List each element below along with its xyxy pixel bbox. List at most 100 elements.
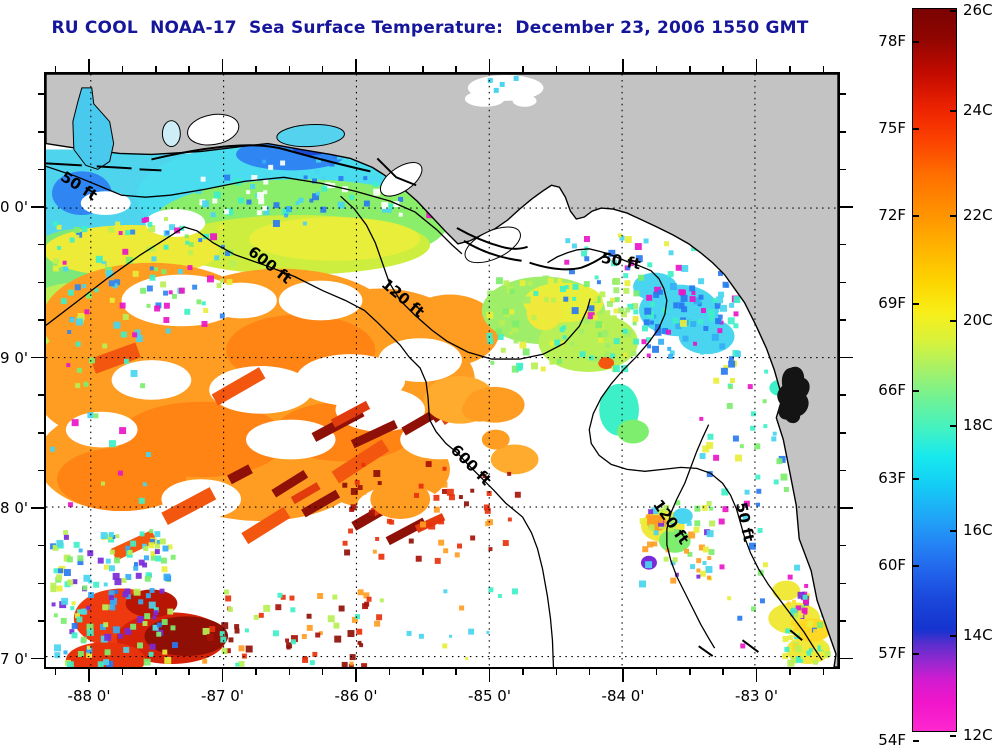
sst-speckle — [81, 608, 88, 615]
sst-speckle — [220, 636, 227, 643]
sst-speckle — [125, 230, 131, 236]
sst-speckle — [163, 317, 170, 324]
sst-speckle — [740, 643, 746, 649]
sst-speckle — [71, 601, 76, 606]
sst-speckle — [238, 660, 245, 667]
sst-speckle — [127, 549, 133, 555]
sst-speckle — [125, 545, 131, 551]
sst-speckle — [121, 577, 127, 583]
sst-speckle — [531, 315, 537, 321]
sst-speckle — [702, 445, 710, 453]
sst-speckle — [113, 321, 121, 329]
axis-tick — [255, 669, 257, 675]
sst-speckle — [125, 256, 133, 264]
axis-tick — [840, 657, 853, 660]
sst-speckle — [115, 221, 121, 227]
sst-speckle — [163, 573, 171, 581]
sst-speckle — [263, 208, 270, 215]
sst-speckle — [108, 440, 116, 448]
sst-speckle — [739, 444, 744, 449]
sst-speckle — [715, 318, 722, 325]
axis-tick — [221, 669, 224, 682]
sst-speckle — [202, 200, 210, 208]
sst-speckle — [571, 307, 579, 315]
sst-speckle — [141, 217, 147, 223]
sst-speckle — [787, 574, 793, 580]
axis-tick — [522, 669, 524, 675]
axis-tick — [840, 319, 846, 321]
sst-speckle — [285, 638, 290, 643]
sst-speckle — [165, 230, 170, 235]
sst-speckle — [56, 224, 62, 230]
sst-speckle — [317, 592, 324, 599]
sst-speckle — [101, 481, 106, 486]
sst-speckle — [669, 282, 677, 290]
axis-tick — [840, 356, 853, 359]
sst-speckle — [791, 606, 796, 610]
sst-speckle — [533, 290, 539, 296]
sst-speckle — [73, 226, 80, 233]
sst-speckle — [418, 633, 424, 639]
sst-speckle — [540, 366, 546, 372]
sst-speckle — [227, 607, 233, 612]
colorbar-tick — [950, 10, 956, 12]
sst-speckle — [112, 572, 120, 580]
sst-speckle — [333, 622, 340, 629]
sst-speckle — [302, 221, 307, 226]
sst-speckle — [309, 198, 314, 203]
sst-region — [461, 397, 498, 422]
sst-speckle — [549, 340, 555, 346]
sst-speckle — [646, 294, 653, 301]
sst-speckle — [624, 280, 631, 287]
sst-speckle — [592, 315, 598, 321]
sst-speckle — [75, 383, 81, 389]
barrier-island — [698, 645, 714, 657]
sst-speckle — [670, 577, 677, 584]
sst-speckle — [389, 519, 395, 525]
sst-speckle — [66, 556, 73, 563]
sst-speckle — [764, 369, 769, 374]
sst-speckle — [647, 514, 655, 522]
sst-speckle — [103, 659, 110, 666]
sst-speckle — [280, 594, 286, 600]
sst-speckle — [668, 354, 674, 359]
sst-speckle — [696, 568, 701, 573]
colorbar-celsius-label: 18C — [963, 416, 992, 434]
sst-region — [271, 469, 309, 498]
axis-tick — [31, 356, 44, 359]
sst-speckle — [500, 347, 506, 353]
sst-speckle — [258, 612, 264, 618]
sst-region — [56, 447, 187, 512]
axis-tick — [840, 93, 846, 95]
sst-speckle — [682, 335, 689, 342]
sst-speckle — [301, 634, 307, 639]
sst-speckle — [785, 628, 791, 634]
sst-speckle — [795, 655, 803, 663]
depth-contour-c50_east — [547, 248, 823, 661]
sst-speckle — [224, 209, 229, 215]
sst-speckle — [76, 231, 83, 238]
sst-speckle — [502, 308, 509, 315]
lon-axis-label: -86 0' — [334, 687, 378, 705]
sst-speckle — [605, 343, 611, 349]
sst-speckle — [728, 356, 734, 362]
sst-speckle — [687, 551, 693, 557]
sst-speckle — [613, 277, 621, 285]
sst-speckle — [633, 338, 640, 345]
sst-speckle — [353, 500, 358, 505]
sst-region — [320, 562, 441, 615]
sst-speckle — [709, 316, 715, 322]
sst-speckle — [130, 229, 136, 235]
sst-speckle — [496, 328, 503, 335]
sst-speckle — [497, 334, 504, 341]
sst-speckle — [667, 271, 674, 278]
sst-speckle — [156, 622, 162, 628]
sst-speckle — [155, 555, 162, 562]
sst-speckle — [651, 507, 659, 515]
sst-speckle — [669, 350, 675, 356]
sst-speckle — [717, 314, 723, 320]
sst-speckle — [171, 642, 178, 649]
sst-speckle — [442, 643, 448, 649]
sst-speckle — [368, 509, 375, 516]
sst-speckle — [97, 661, 104, 667]
